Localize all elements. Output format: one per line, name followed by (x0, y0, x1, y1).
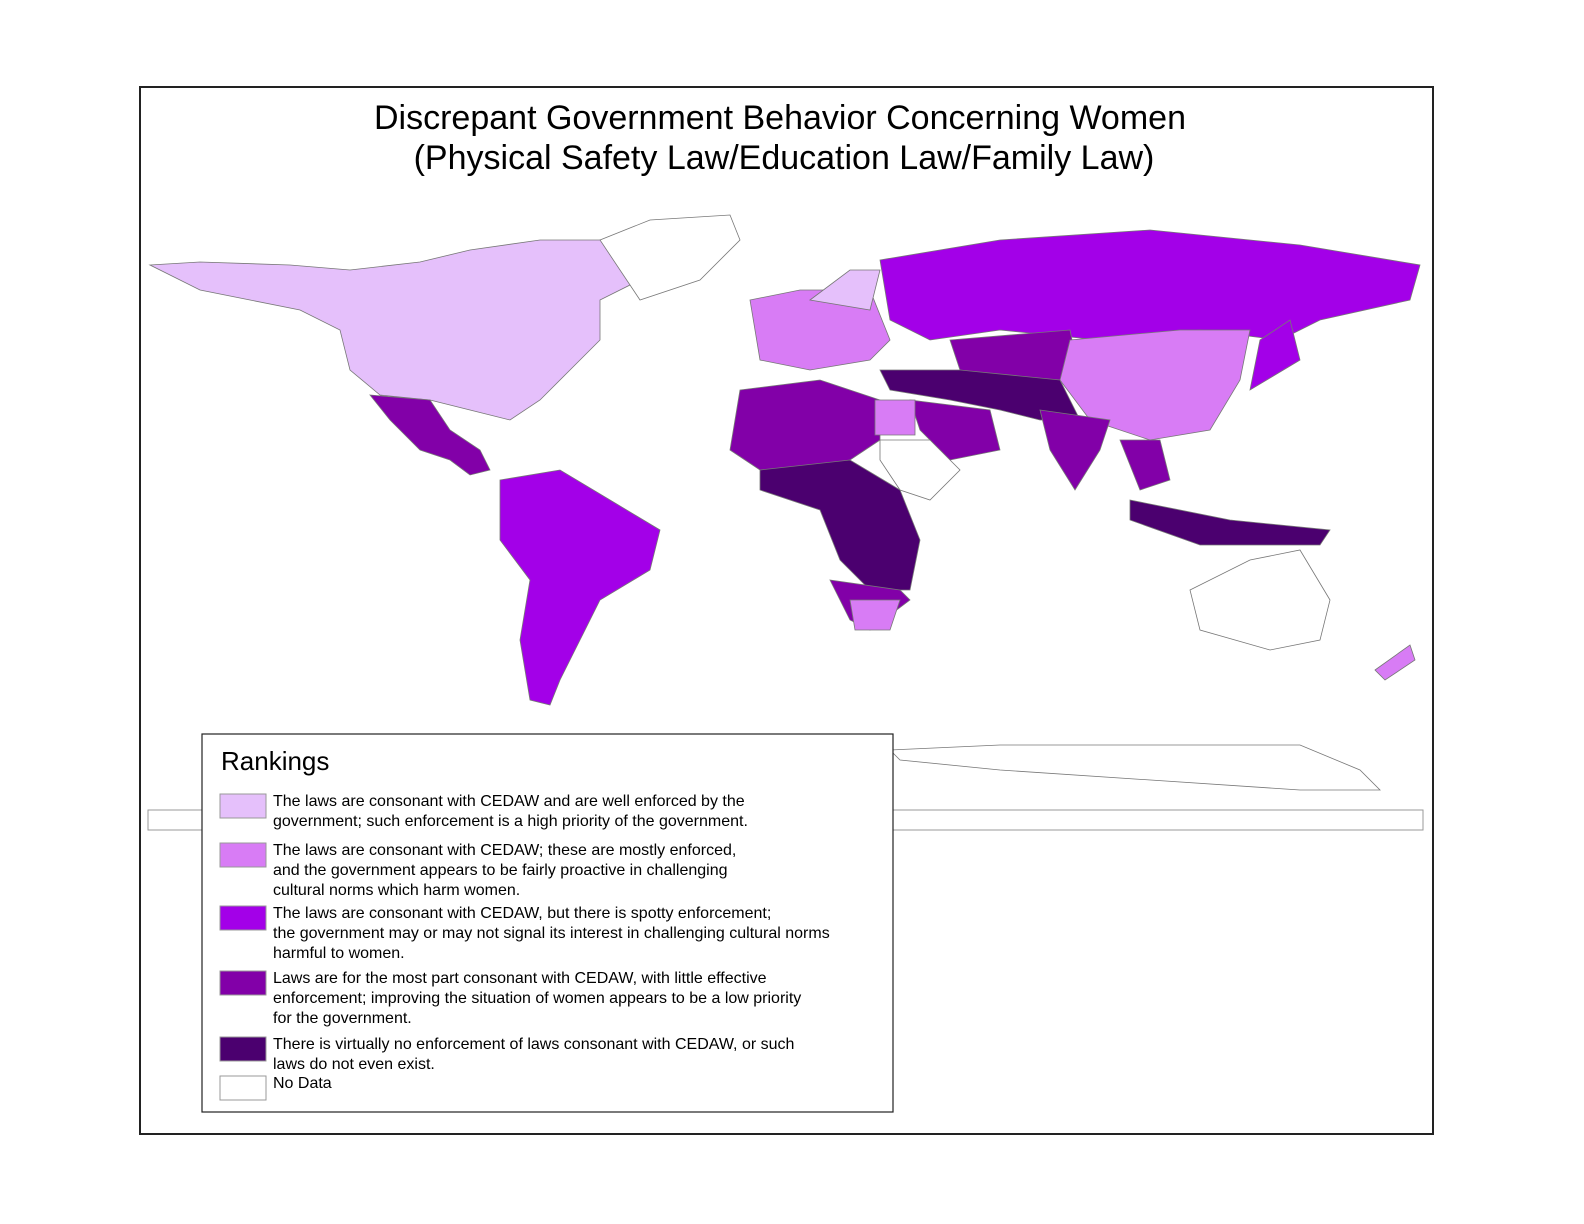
legend-label: harmful to women. (273, 945, 405, 962)
legend-label: the government may or may not signal its… (273, 925, 830, 942)
indonesia (1129, 499, 1331, 546)
legend-swatch (219, 842, 267, 868)
australia (1189, 549, 1331, 651)
legend-swatch (219, 970, 267, 996)
europe (749, 289, 891, 371)
legend-label: The laws are consonant with CEDAW and ar… (273, 793, 745, 810)
legend-label: laws do not even exist. (273, 1056, 435, 1073)
legend: The laws are consonant with CEDAW and ar… (219, 793, 830, 1101)
arabia (909, 399, 1001, 461)
scandinavia (809, 269, 881, 311)
title-line: (Physical Safety Law/Education Law/Famil… (414, 139, 1155, 177)
south-america (499, 469, 661, 706)
world-map (147, 214, 1424, 831)
middle-east (879, 369, 1081, 421)
legend-label: The laws are consonant with CEDAW; these… (273, 842, 736, 859)
north-america (148, 239, 641, 421)
central-america (369, 394, 491, 476)
legend-swatch (219, 905, 267, 931)
legend-swatch (219, 1075, 267, 1101)
legend-label: cultural norms which harm women. (273, 882, 520, 899)
legend-label: No Data (273, 1075, 332, 1092)
legend-label: The laws are consonant with CEDAW, but t… (273, 905, 771, 922)
legend-swatch (219, 1036, 267, 1062)
legend-title: Rankings (221, 746, 329, 776)
legend-label: government; such enforcement is a high p… (273, 813, 748, 830)
legend-label: There is virtually no enforcement of law… (273, 1036, 794, 1053)
russia (879, 229, 1421, 341)
japan (1249, 319, 1301, 391)
legend-label: for the government. (273, 1010, 412, 1027)
new-zealand (1374, 644, 1416, 681)
legend-label: Laws are for the most part consonant wit… (273, 970, 767, 987)
legend-label: enforcement; improving the situation of … (273, 990, 801, 1007)
legend-box (201, 733, 894, 1113)
egypt (874, 399, 916, 436)
china (1059, 329, 1251, 441)
legend-swatch (219, 793, 267, 819)
antarctica (889, 744, 1381, 791)
southeast-asia (1119, 439, 1171, 491)
title-line: Discrepant Government Behavior Concernin… (374, 99, 1186, 137)
south-africa (849, 599, 901, 631)
legend-label: and the government appears to be fairly … (273, 862, 728, 879)
greenland (599, 214, 741, 301)
india (1039, 409, 1111, 491)
east-africa (879, 439, 961, 501)
